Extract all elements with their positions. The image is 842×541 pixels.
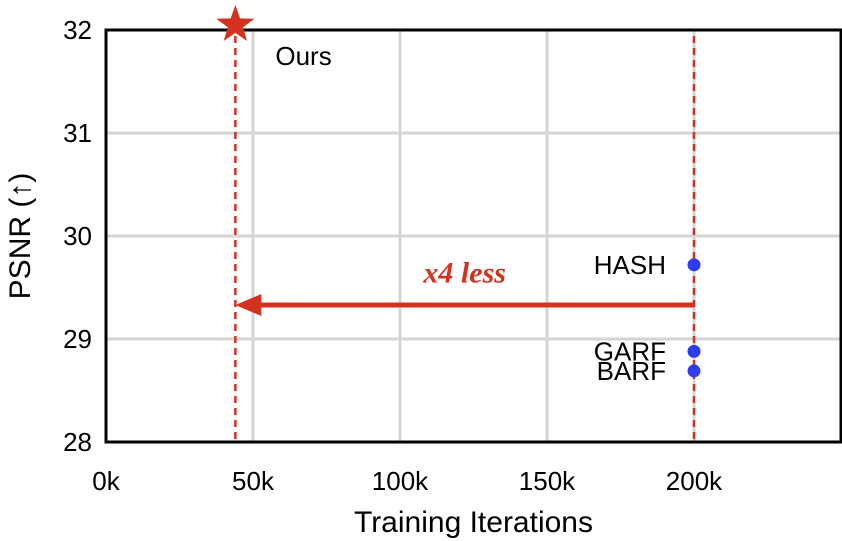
point-label-ours: Ours — [275, 41, 331, 71]
point-ours-star — [216, 4, 255, 41]
x-tick-labels: 0k 50k 100k 150k 200k — [92, 466, 723, 496]
y-tick-label-3: 31 — [63, 118, 92, 148]
x-axis-title: Training Iterations — [354, 506, 593, 539]
point-hash — [687, 258, 701, 272]
point-label-hash: HASH — [594, 250, 666, 280]
x-tick-label-0: 0k — [92, 466, 120, 496]
y-tick-label-2: 30 — [63, 221, 92, 251]
point-barf — [687, 364, 701, 378]
plot-frame — [104, 28, 842, 444]
y-tick-label-4: 32 — [63, 15, 92, 45]
point-label-barf: BARF — [597, 356, 666, 386]
speedup-annotation: x4 less — [422, 256, 506, 289]
x-tick-label-3: 150k — [519, 466, 576, 496]
y-tick-label-1: 29 — [63, 324, 92, 354]
point-garf — [687, 344, 701, 358]
x-tick-label-4: 200k — [666, 466, 723, 496]
grid-lines — [106, 30, 841, 442]
point-label-garf: GARF — [594, 336, 666, 366]
y-tick-label-0: 28 — [63, 427, 92, 457]
arrow-layer — [235, 294, 694, 317]
x-tick-label-2: 100k — [372, 466, 429, 496]
x-tick-label-1: 50k — [232, 466, 275, 496]
arrow-head — [235, 294, 262, 317]
y-tick-labels: 28 29 30 31 32 — [63, 15, 92, 457]
y-axis-title: PSNR (↑) — [4, 173, 37, 300]
